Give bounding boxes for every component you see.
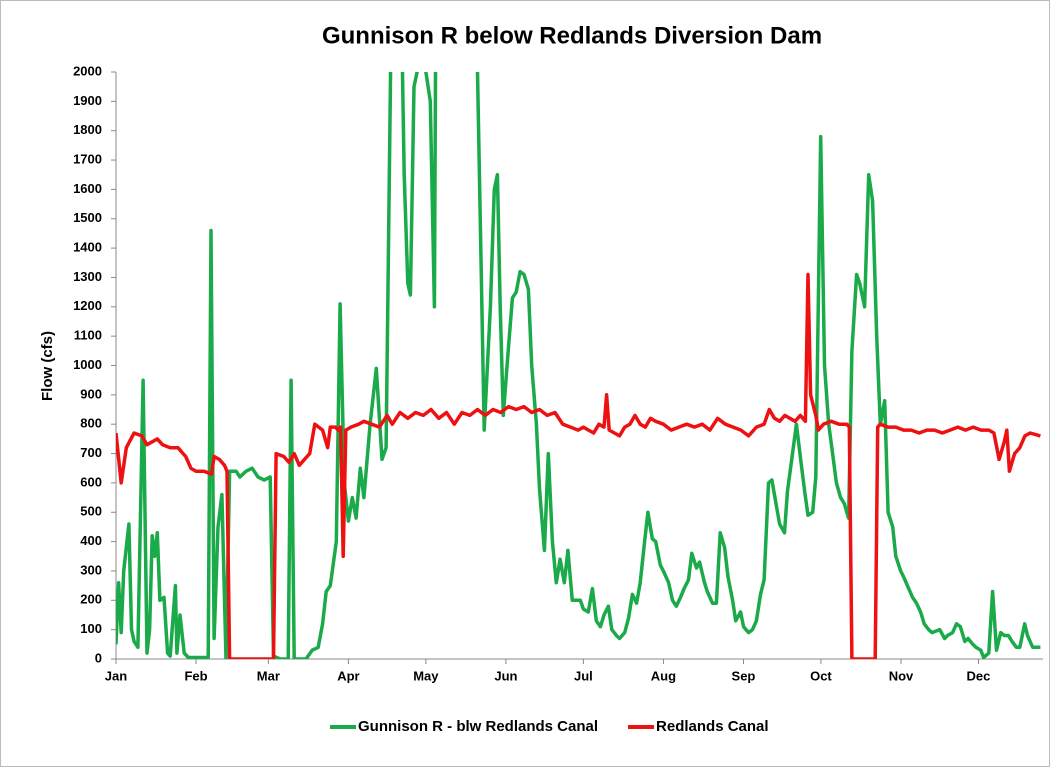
legend-label: Gunnison R - blw Redlands Canal <box>358 718 598 735</box>
y-tick-label: 1000 <box>73 357 102 372</box>
y-tick-label: 300 <box>80 562 102 577</box>
data-line <box>116 72 1041 659</box>
y-tick-label: 1700 <box>73 151 102 166</box>
y-tick-label: 200 <box>80 592 102 607</box>
y-tick-label: 1600 <box>73 181 102 196</box>
x-tick-label: Sep <box>732 668 756 683</box>
y-tick-label: 0 <box>95 650 102 665</box>
x-tick-label: Jun <box>494 668 517 683</box>
chart-title: Gunnison R below Redlands Diversion Dam <box>322 22 822 49</box>
y-tick-label: 400 <box>80 533 102 548</box>
y-tick-label: 1400 <box>73 240 102 255</box>
x-tick-label: Jul <box>574 668 593 683</box>
y-tick-label: 800 <box>80 416 102 431</box>
x-tick-label: Apr <box>337 668 359 683</box>
x-tick-label: Oct <box>810 668 832 683</box>
data-line <box>116 272 1041 659</box>
legend: Gunnison R - blw Redlands Canal Redlands … <box>330 718 769 735</box>
legend-label: Redlands Canal <box>656 718 769 735</box>
y-tick-label: 1900 <box>73 93 102 108</box>
y-tick-label: 1500 <box>73 210 102 225</box>
y-tick-label: 600 <box>80 474 102 489</box>
y-tick-label: 100 <box>80 621 102 636</box>
y-tick-label: 1300 <box>73 269 102 284</box>
x-tick-label: Mar <box>257 668 280 683</box>
y-tick-label: 1200 <box>73 298 102 313</box>
x-tick-label: Nov <box>889 668 914 683</box>
y-axis-title: Flow (cfs) <box>39 331 56 401</box>
x-tick-label: Jan <box>105 668 127 683</box>
y-tick-label: 700 <box>80 445 102 460</box>
plot-area <box>116 72 1041 659</box>
x-tick-label: Feb <box>184 668 207 683</box>
y-tick-label: 900 <box>80 386 102 401</box>
x-tick-label: Aug <box>651 668 676 683</box>
y-tick-label: 1800 <box>73 122 102 137</box>
y-tick-label: 500 <box>80 504 102 519</box>
y-tick-label: 1100 <box>74 328 102 343</box>
x-tick-label: May <box>413 668 439 683</box>
y-tick-label: 2000 <box>73 63 102 78</box>
x-tick-label: Dec <box>967 668 991 683</box>
